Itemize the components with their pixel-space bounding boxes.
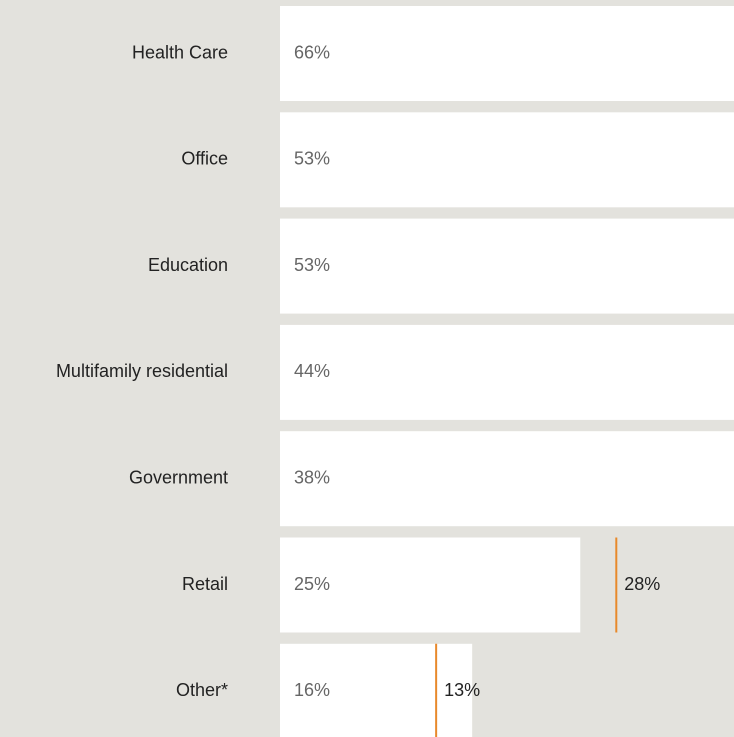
category-label: Education	[148, 255, 228, 275]
category-label: Other*	[176, 680, 228, 700]
category-label: Health Care	[132, 42, 228, 62]
value-label: 38%	[294, 467, 330, 487]
value-label: 66%	[294, 42, 330, 62]
value-label: 53%	[294, 149, 330, 169]
category-label: Retail	[182, 574, 228, 594]
category-label: Government	[129, 467, 228, 487]
value-label: 25%	[294, 574, 330, 594]
marker-label: 13%	[444, 680, 480, 700]
bar	[280, 324, 734, 420]
bar	[280, 643, 473, 737]
bar	[280, 218, 734, 314]
marker-label: 28%	[624, 574, 660, 594]
bar	[280, 112, 734, 208]
bar	[280, 6, 734, 101]
category-label: Multifamily residential	[56, 361, 228, 381]
bar	[280, 431, 734, 527]
value-label: 44%	[294, 361, 330, 381]
value-label: 16%	[294, 680, 330, 700]
category-label: Office	[181, 149, 228, 169]
value-label: 53%	[294, 255, 330, 275]
bar	[280, 537, 581, 633]
